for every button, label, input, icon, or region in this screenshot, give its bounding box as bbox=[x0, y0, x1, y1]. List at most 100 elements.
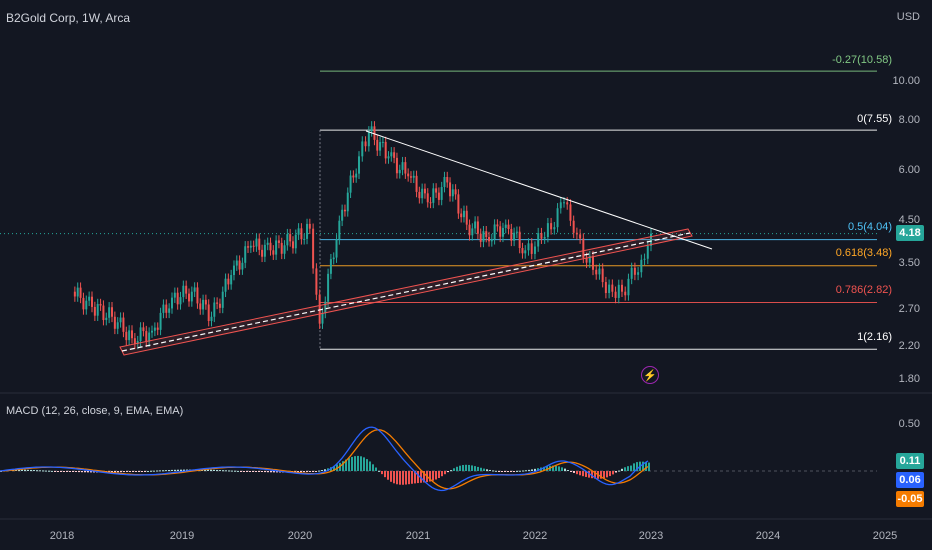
price-candle bbox=[423, 188, 426, 194]
price-candle bbox=[321, 312, 324, 324]
macd-histogram-bar bbox=[450, 470, 452, 472]
price-candle bbox=[300, 228, 303, 240]
macd-histogram-bar bbox=[633, 463, 635, 471]
macd-histogram-bar bbox=[60, 471, 62, 472]
last-price-badge: 4.18 bbox=[896, 225, 924, 241]
price-candle bbox=[171, 297, 173, 309]
macd-histogram-bar bbox=[255, 471, 257, 472]
macd-histogram-bar bbox=[126, 471, 128, 472]
symbol-title[interactable]: B2Gold Corp, 1W, Arca bbox=[6, 11, 131, 25]
macd-histogram-bar bbox=[150, 470, 152, 472]
price-candle bbox=[373, 126, 376, 140]
macd-histogram-bar bbox=[360, 456, 362, 471]
price-axis-label: 3.50 bbox=[898, 257, 920, 269]
macd-histogram-bar bbox=[507, 471, 509, 472]
macd-histogram-bar bbox=[90, 471, 92, 473]
price-candle bbox=[131, 330, 133, 339]
price-candle bbox=[646, 245, 649, 259]
price-candle bbox=[151, 330, 153, 333]
macd-histogram-bar bbox=[522, 470, 524, 472]
price-candle bbox=[221, 291, 224, 308]
price-candle bbox=[204, 299, 207, 305]
price-candle bbox=[390, 152, 393, 157]
macd-histogram-bar bbox=[48, 470, 50, 472]
macd-histogram-bar bbox=[21, 469, 23, 471]
macd-histogram-bar bbox=[300, 471, 302, 473]
resistance-trendline bbox=[365, 130, 713, 250]
macd-histogram-bar bbox=[399, 471, 401, 485]
price-candle bbox=[289, 234, 292, 242]
macd-histogram-bar bbox=[132, 471, 134, 472]
price-candle bbox=[513, 232, 516, 241]
macd-histogram-bar bbox=[585, 471, 587, 477]
price-candle bbox=[329, 259, 332, 274]
price-candle bbox=[249, 245, 252, 248]
price-candle bbox=[393, 152, 396, 158]
price-candle bbox=[102, 305, 105, 321]
macd-histogram-bar bbox=[264, 471, 266, 473]
fib-label-0786: 0.786(2.82) bbox=[835, 284, 892, 296]
macd-histogram-bar bbox=[159, 470, 161, 472]
macd-histogram-bar bbox=[615, 471, 617, 473]
price-candle bbox=[358, 156, 360, 174]
time-axis-label: 2019 bbox=[169, 530, 195, 542]
macd-histogram-bar bbox=[348, 458, 350, 471]
price-candle bbox=[563, 202, 565, 204]
macd-histogram-bar bbox=[111, 471, 113, 473]
macd-histogram-bar bbox=[579, 471, 581, 476]
macd-histogram-bar bbox=[81, 471, 83, 473]
macd-histogram-bar bbox=[477, 466, 479, 471]
price-candle bbox=[401, 162, 404, 170]
macd-histogram-bar bbox=[411, 471, 413, 484]
macd-histogram-bar bbox=[423, 471, 425, 483]
trend-channel-midline bbox=[121, 232, 691, 352]
price-candle bbox=[518, 231, 521, 248]
price-candle bbox=[621, 284, 623, 292]
time-axis-label: 2020 bbox=[287, 530, 313, 542]
macd-title[interactable]: MACD (12, 26, close, 9, EMA, EMA) bbox=[6, 405, 184, 417]
price-candle bbox=[546, 223, 549, 238]
macd-histogram-bar bbox=[168, 470, 170, 472]
macd-histogram-bar bbox=[564, 468, 566, 471]
macd-histogram-bar bbox=[402, 471, 404, 485]
macd-histogram-bar bbox=[69, 471, 71, 472]
price-candle bbox=[376, 139, 379, 151]
price-candle bbox=[471, 228, 474, 236]
price-candle bbox=[252, 245, 255, 247]
macd-histogram-bar bbox=[240, 471, 242, 472]
macd-histogram-bar bbox=[453, 468, 455, 471]
macd-histogram-bar bbox=[258, 471, 260, 472]
price-candle bbox=[332, 257, 335, 260]
macd-histogram-bar bbox=[555, 465, 557, 471]
macd-histogram-bar bbox=[183, 469, 185, 471]
price-candle bbox=[218, 303, 221, 308]
price-axis-label: 2.70 bbox=[898, 303, 920, 315]
price-candle bbox=[435, 188, 438, 193]
price-candle bbox=[598, 268, 601, 275]
price-candle bbox=[543, 237, 546, 239]
lightning-icon[interactable]: ⚡ bbox=[641, 366, 659, 384]
price-candle bbox=[426, 193, 429, 203]
macd-histogram-bar bbox=[210, 469, 212, 471]
price-candle bbox=[476, 221, 479, 234]
macd-histogram-bar bbox=[621, 468, 623, 471]
time-axis-label: 2024 bbox=[755, 530, 781, 542]
price-candle bbox=[559, 202, 562, 209]
macd-histogram-bar bbox=[309, 471, 311, 472]
price-candle bbox=[457, 194, 460, 214]
price-candle bbox=[238, 260, 241, 270]
price-candle bbox=[159, 312, 162, 330]
macd-axis-label: 0.50 bbox=[898, 418, 920, 430]
price-candle bbox=[493, 224, 496, 240]
macd-histogram-bar bbox=[156, 470, 158, 472]
macd-histogram-bar bbox=[36, 470, 38, 472]
price-candle bbox=[346, 192, 349, 212]
price-candle bbox=[196, 287, 199, 304]
price-candle bbox=[193, 287, 196, 292]
macd-histogram-bar bbox=[33, 470, 35, 472]
price-candle bbox=[421, 188, 424, 199]
macd-histogram-bar bbox=[486, 469, 488, 471]
price-candle bbox=[162, 304, 165, 313]
